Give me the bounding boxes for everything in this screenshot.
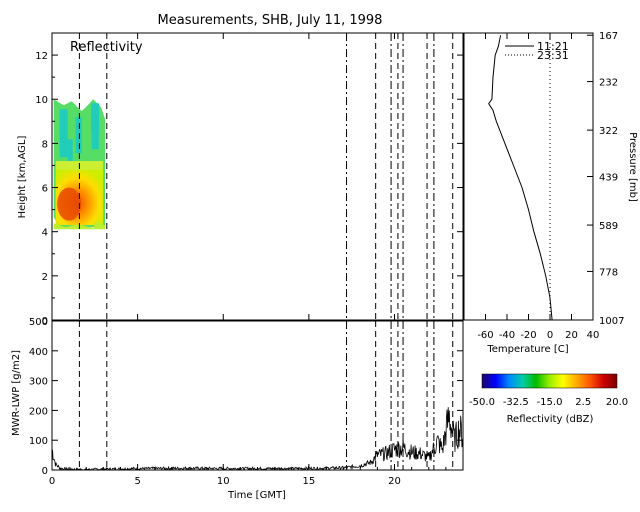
height-tick-label-12: 12 bbox=[35, 51, 48, 62]
temp-tick-label-20: 20 bbox=[565, 330, 578, 341]
sounding-curve-0 bbox=[488, 35, 553, 321]
lwp-tick-label-300: 300 bbox=[29, 377, 48, 388]
height-tick-label-0: 0 bbox=[42, 316, 48, 327]
time-tick-label-0: 0 bbox=[49, 476, 55, 487]
temperature-axis-label: Temperature [C] bbox=[486, 344, 568, 355]
event-lines bbox=[78, 33, 454, 320]
pressure-tick-label-778: 778 bbox=[599, 267, 618, 278]
time-ticks-top bbox=[51, 33, 395, 320]
lwp-axes-frame bbox=[51, 320, 464, 471]
height-tick-label-6: 6 bbox=[42, 184, 48, 195]
cloud-streak-0 bbox=[59, 109, 68, 158]
time-tick-label-20: 20 bbox=[388, 476, 401, 487]
height-tick-label-8: 8 bbox=[42, 139, 48, 150]
legend-label-1121: 11:21 bbox=[537, 40, 569, 53]
colorbar-ticks: -50.0 -32.5 -15.0 2.5 20.0 bbox=[469, 397, 628, 408]
colorbar-frame bbox=[481, 373, 618, 389]
cloud-streak-4 bbox=[67, 139, 73, 162]
colorbar-tick-label-2: -15.0 bbox=[537, 397, 563, 408]
cloud-echo bbox=[53, 99, 106, 230]
colorbar-gradient bbox=[482, 374, 617, 388]
colorbar-tick-label-1: -32.5 bbox=[503, 397, 529, 408]
temp-tick-label-40: 40 bbox=[587, 330, 600, 341]
lwp-axis-label: MWR-LWP [g/m2] bbox=[11, 350, 22, 436]
sounding-legend: 11:21 23:31 bbox=[505, 40, 569, 62]
temp-tick-label-0: 0 bbox=[547, 330, 553, 341]
time-axis-label: Time [GMT] bbox=[227, 490, 286, 501]
height-tick-label-10: 10 bbox=[35, 95, 48, 106]
colorbar-tick-label-0: -50.0 bbox=[469, 397, 495, 408]
cloud-core-peak bbox=[57, 187, 82, 221]
temp-tick-label--60: -60 bbox=[477, 330, 493, 341]
colorbar-tick-label-3: 2.5 bbox=[575, 397, 591, 408]
pressure-tick-label-1007: 1007 bbox=[599, 316, 624, 327]
lwp-panel: MWR-LWP [g/m2] Time [GMT] 01002003004005… bbox=[11, 317, 464, 501]
pressure-tick-label-439: 439 bbox=[599, 173, 618, 184]
lwp-tick-label-400: 400 bbox=[29, 347, 48, 358]
pressure-tick-label-232: 232 bbox=[599, 78, 618, 89]
sounding-panel: Temperature [C] Pressure [mb] -60 -40 -20 0… bbox=[463, 31, 638, 355]
reflectivity-colorbar: -50.0 -32.5 -15.0 2.5 20.0 Reflectivity (dBZ… bbox=[469, 373, 628, 425]
temp-tick-label--20: -20 bbox=[520, 330, 536, 341]
cloud-streak-3 bbox=[91, 103, 100, 134]
colorbar-tick-label-4: 20.0 bbox=[606, 397, 628, 408]
legend-label-2331: 23:31 bbox=[537, 49, 569, 62]
lwp-ticks: 0 100 200 300 400 500 bbox=[29, 317, 463, 477]
figure-title: Measurements, SHB, July 11, 1998 bbox=[158, 13, 383, 28]
sounding-axes-frame bbox=[463, 32, 594, 321]
height-ticks: 0 2 4 6 8 10 12 bbox=[35, 51, 463, 327]
cloud-streak-1 bbox=[75, 117, 82, 154]
pressure-tick-label-167: 167 bbox=[599, 31, 618, 42]
lwp-tick-label-100: 100 bbox=[29, 436, 48, 447]
colorbar-label: Reflectivity (dBZ) bbox=[507, 414, 594, 425]
height-tick-label-2: 2 bbox=[42, 272, 48, 283]
temp-tick-label--40: -40 bbox=[499, 330, 515, 341]
height-tick-label-4: 4 bbox=[42, 228, 48, 239]
lwp-tick-label-200: 200 bbox=[29, 406, 48, 417]
pressure-ticks: 167 232 322 439 589 778 1007 bbox=[587, 31, 624, 327]
height-axis-label: Height [km,AGL] bbox=[17, 136, 28, 219]
time-tick-label-15: 15 bbox=[303, 476, 316, 487]
temperature-ticks: -60 -40 -20 0 20 40 bbox=[477, 33, 599, 341]
pressure-axis-label: Pressure [mb] bbox=[627, 132, 638, 202]
time-tick-label-5: 5 bbox=[134, 476, 140, 487]
pressure-tick-label-589: 589 bbox=[599, 221, 618, 232]
time-tick-label-10: 10 bbox=[217, 476, 230, 487]
lwp-tick-label-0: 0 bbox=[42, 466, 48, 477]
reflectivity-axes-frame bbox=[51, 32, 464, 321]
lwp-tick-label-500: 500 bbox=[29, 317, 48, 328]
sounding-curves bbox=[488, 35, 553, 321]
pressure-tick-label-322: 322 bbox=[599, 126, 618, 137]
lwp-series bbox=[52, 407, 463, 470]
lwp-line bbox=[52, 407, 463, 470]
